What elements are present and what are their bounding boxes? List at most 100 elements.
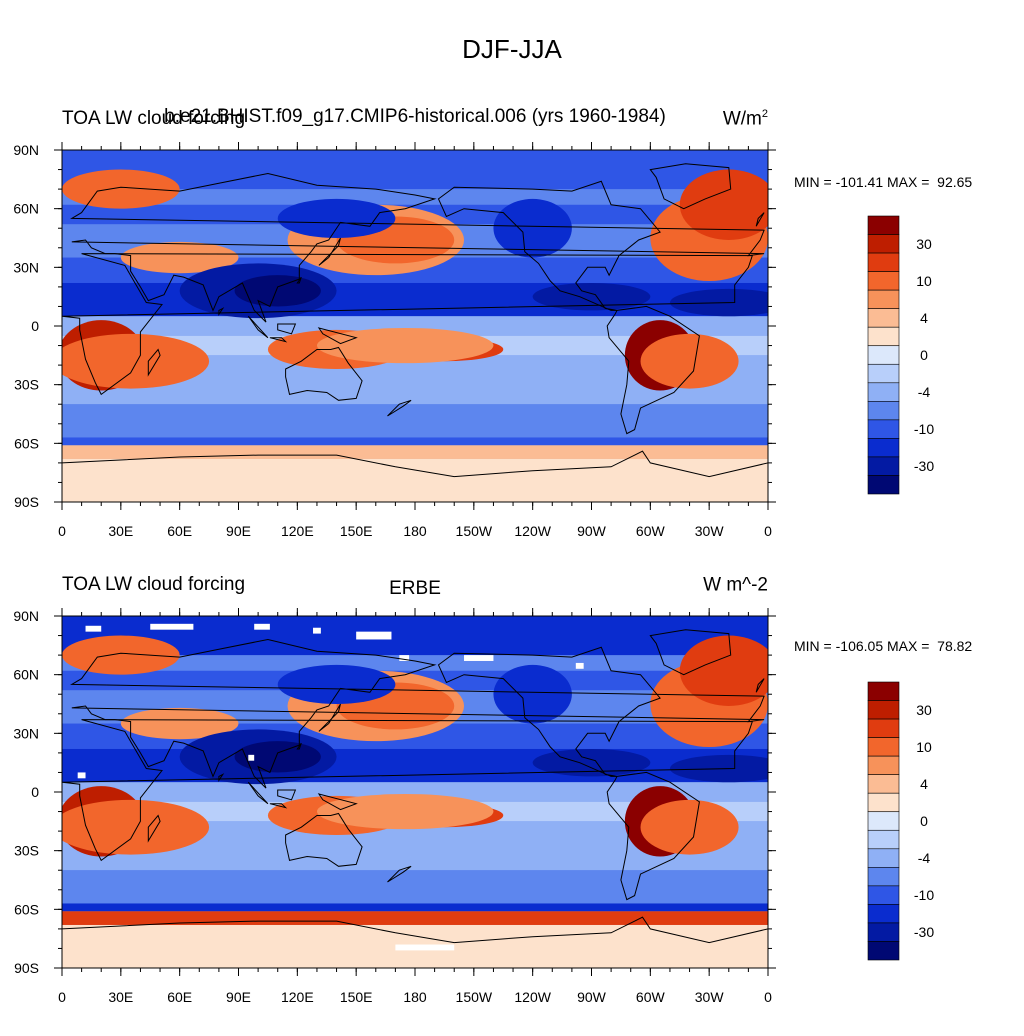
coastline — [437, 180, 661, 311]
colorbar: 30 10 4 0 -4 -10 -30 — [867, 681, 934, 961]
lon-tick-label: 0 — [58, 989, 66, 1005]
model-panel: TOA LW cloud forcing b.e21.BHIST.f09_g17… — [0, 100, 1024, 570]
coastline — [247, 781, 269, 805]
lat-tick-label: 90N — [13, 608, 39, 624]
panel-units-label: W/m2 — [722, 108, 768, 130]
lat-tick-label: 30N — [13, 259, 39, 275]
lon-tick-label: 0 — [58, 523, 66, 539]
coastline — [755, 678, 765, 693]
lon-tick-label: 60E — [167, 989, 192, 1005]
lon-tick-label: 150E — [340, 989, 373, 1005]
colorbar-label: 4 — [920, 776, 928, 792]
colorbar-label: 30 — [916, 236, 932, 252]
colorbar-swatch — [867, 737, 900, 757]
colorbar-swatch — [867, 215, 900, 235]
colorbar-label: 10 — [916, 273, 932, 289]
lon-tick-label: 30E — [108, 523, 133, 539]
colorbar-label: 0 — [920, 347, 928, 363]
lat-tick-label: 60S — [14, 901, 39, 917]
lon-tick-label: 90W — [577, 523, 607, 539]
colorbar-swatch — [867, 438, 900, 458]
lon-tick-label: 60W — [636, 523, 666, 539]
colorbar-label: 4 — [920, 310, 928, 326]
coastline — [277, 789, 297, 801]
lat-tick-label: 30N — [13, 725, 39, 741]
coastline — [147, 348, 161, 377]
lon-tick-label: 180 — [403, 989, 427, 1005]
colorbar: 30 10 4 0 -4 -10 -30 — [867, 215, 934, 495]
lon-tick-label: 120W — [514, 989, 551, 1005]
coastline — [755, 212, 765, 227]
coastline — [317, 327, 358, 345]
colorbar-swatch — [867, 681, 900, 701]
colorbar-swatch — [867, 419, 900, 439]
coastline — [285, 812, 363, 867]
coastline — [649, 163, 732, 210]
lon-tick-label: 60E — [167, 523, 192, 539]
coastline — [649, 629, 732, 676]
colorbar-swatch — [867, 718, 900, 738]
lon-tick-label: 90E — [226, 523, 251, 539]
lat-tick-label: 90S — [14, 960, 39, 976]
colorbar-swatch — [867, 774, 900, 794]
coastline — [285, 346, 363, 401]
lon-tick-label: 150E — [340, 523, 373, 539]
min-max-readout: MIN = -101.41 MAX = 92.65 — [794, 174, 973, 190]
colorbar-swatch — [867, 345, 900, 365]
lon-tick-label: 180 — [403, 523, 427, 539]
colorbar-label: -10 — [914, 421, 934, 437]
coastline — [269, 803, 288, 809]
colorbar-swatch — [867, 700, 900, 720]
coastline — [62, 916, 768, 968]
lon-tick-label: 0 — [764, 523, 772, 539]
min-max-readout: MIN = -106.05 MAX = 78.82 — [794, 638, 973, 654]
contour-map: 0 30E 60E 90E 120E 150E 180 150W 120W 90W 60W 30W 0 9… — [13, 608, 934, 1005]
lon-tick-label: 150W — [456, 989, 493, 1005]
contour-map: 0 30E 60E 90E 120E 150E 180 150W 120W 90W 60W 30W 0 9… — [13, 142, 934, 539]
colorbar-swatch — [867, 252, 900, 272]
coastline — [606, 771, 700, 901]
colorbar-swatch — [867, 382, 900, 402]
lat-tick-label: 60N — [13, 201, 39, 217]
colorbar-swatch — [867, 401, 900, 421]
lat-tick-label: 30S — [14, 377, 39, 393]
colorbar-swatch — [867, 363, 900, 384]
colorbar-swatch — [867, 792, 900, 813]
coastline — [218, 307, 225, 316]
coastline — [296, 276, 302, 284]
lon-tick-label: 30W — [695, 523, 725, 539]
colorbar-label: 30 — [916, 702, 932, 718]
main-title: DJF-JJA — [462, 34, 562, 64]
coastline — [437, 646, 661, 777]
colorbar-swatch — [867, 289, 900, 309]
colorbar-swatch — [867, 755, 900, 775]
lat-tick-label: 0 — [31, 784, 39, 800]
coastline — [247, 315, 269, 339]
colorbar-label: -4 — [918, 850, 931, 866]
colorbar-swatch — [867, 922, 900, 942]
lon-tick-label: 120E — [281, 989, 314, 1005]
coastline — [318, 703, 341, 732]
colorbar-swatch — [867, 326, 900, 347]
coastlines — [62, 163, 768, 502]
coastline — [218, 773, 225, 782]
colorbar-swatch — [867, 941, 900, 961]
colorbar-swatch — [867, 475, 900, 495]
colorbar-label: 0 — [920, 813, 928, 829]
lat-tick-label: 90N — [13, 142, 39, 158]
panel-left-label: TOA LW cloud forcing — [62, 108, 246, 129]
coastline — [277, 323, 297, 335]
colorbar-swatch — [867, 904, 900, 924]
coastline — [296, 742, 302, 750]
colorbar-label: -30 — [914, 458, 934, 474]
colorbar-swatch — [867, 271, 900, 291]
panel-units-label: W m^-2 — [703, 574, 768, 596]
colorbar-swatch — [867, 234, 900, 254]
lon-tick-label: 150W — [456, 523, 493, 539]
lon-tick-label: 90W — [577, 989, 607, 1005]
coastline — [318, 237, 341, 266]
lon-tick-label: 120W — [514, 523, 551, 539]
colorbar-label: 10 — [916, 739, 932, 755]
coastline — [70, 172, 765, 323]
lon-tick-label: 90E — [226, 989, 251, 1005]
